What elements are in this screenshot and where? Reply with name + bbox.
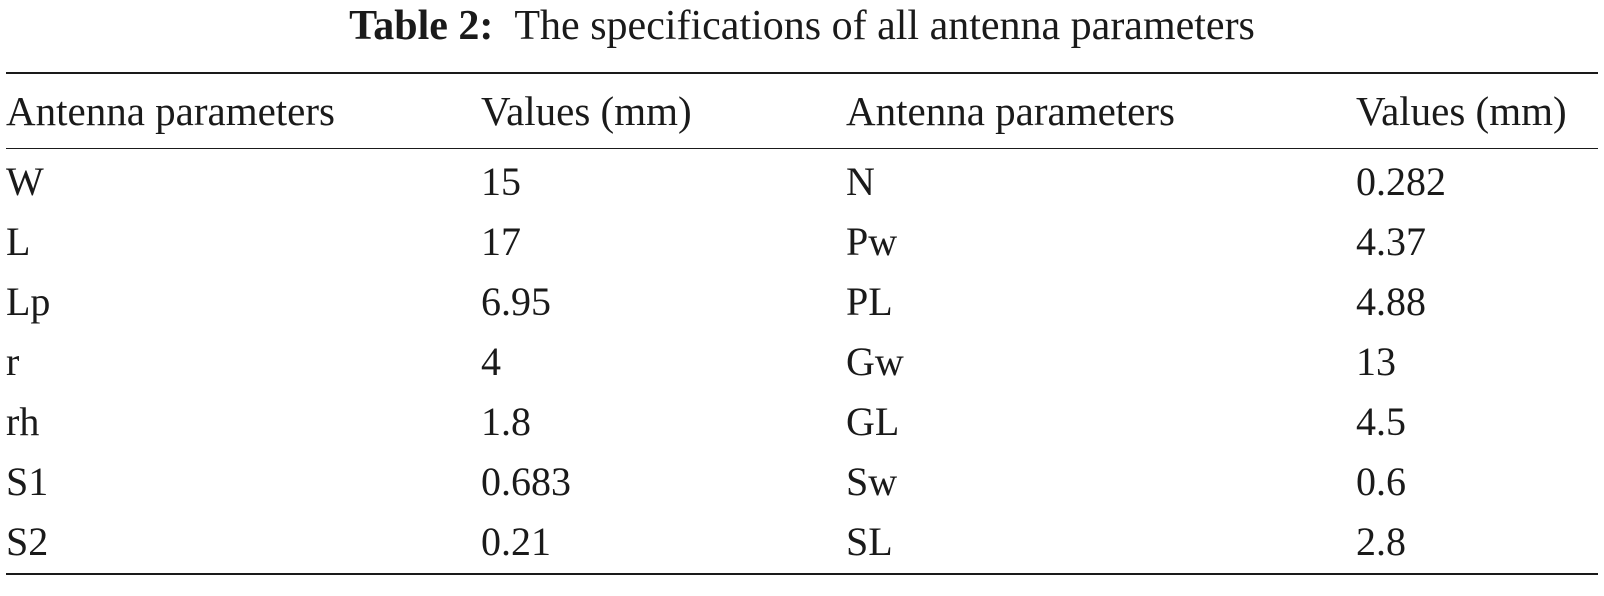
table-cell: 0.6 xyxy=(1356,458,1406,504)
table-cell: Pw xyxy=(846,218,898,264)
table-row: L 17 Pw 4.37 xyxy=(6,211,1598,271)
table-cell: S1 xyxy=(6,458,49,504)
table-cell: L xyxy=(6,218,31,264)
table-header-row: Antenna parameters Values (mm) Antenna p… xyxy=(6,74,1598,148)
header-cell: Antenna parameters xyxy=(846,88,1175,134)
table-cell: 6.95 xyxy=(481,278,551,324)
table-row: Lp 6.95 PL 4.88 xyxy=(6,271,1598,331)
table-caption-label: Table 2: xyxy=(349,3,494,49)
table-cell: 13 xyxy=(1356,338,1396,384)
table-cell: S2 xyxy=(6,518,49,564)
table-cell: 0.683 xyxy=(481,458,571,504)
table-cell: 15 xyxy=(481,158,521,204)
table-cell: 4.88 xyxy=(1356,278,1426,324)
table-cell: N xyxy=(846,158,875,204)
table-cell: 4.37 xyxy=(1356,218,1426,264)
table-header-rule xyxy=(6,148,1598,149)
table-cell: Gw xyxy=(846,338,904,384)
table-cell: Sw xyxy=(846,458,898,504)
header-cell: Values (mm) xyxy=(481,88,692,134)
table-row: S1 0.683 Sw 0.6 xyxy=(6,451,1598,511)
table-row: rh 1.8 GL 4.5 xyxy=(6,391,1598,451)
table-cell: PL xyxy=(846,278,893,324)
table-cell: SL xyxy=(846,518,893,564)
table-row: r 4 Gw 13 xyxy=(6,331,1598,391)
table-cell: GL xyxy=(846,398,900,444)
table-cell: 2.8 xyxy=(1356,518,1406,564)
table-row: S2 0.21 SL 2.8 xyxy=(6,511,1598,571)
table-cell: 1.8 xyxy=(481,398,531,444)
table-cell: 4.5 xyxy=(1356,398,1406,444)
table-body: W 15 N 0.282 L 17 Pw 4.37 Lp 6.95 PL 4.8… xyxy=(6,149,1598,573)
table-bottom-rule xyxy=(6,573,1598,575)
table-caption-text: The specifications of all antenna parame… xyxy=(514,3,1255,49)
table-top-rule xyxy=(6,72,1598,74)
table-cell: Lp xyxy=(6,278,51,324)
parameters-table: Antenna parameters Values (mm) Antenna p… xyxy=(6,72,1598,575)
table-row: W 15 N 0.282 xyxy=(6,151,1598,211)
table-cell: r xyxy=(6,338,20,384)
table-cell: W xyxy=(6,158,44,204)
table-caption: Table 2: The specifications of all anten… xyxy=(0,2,1604,50)
header-cell: Antenna parameters xyxy=(6,88,335,134)
table-cell: 0.21 xyxy=(481,518,551,564)
header-cell: Values (mm) xyxy=(1356,88,1567,134)
table-cell: 4 xyxy=(481,338,501,384)
table-cell: 0.282 xyxy=(1356,158,1446,204)
table-cell: 17 xyxy=(481,218,521,264)
table-cell: rh xyxy=(6,398,40,444)
